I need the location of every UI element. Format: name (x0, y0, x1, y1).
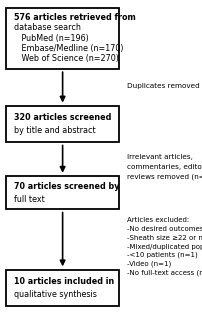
Text: -No full-text access (n=1): -No full-text access (n=1) (127, 269, 202, 276)
Text: -<10 patients (n=1): -<10 patients (n=1) (127, 252, 198, 258)
Text: Articles excluded:: Articles excluded: (127, 217, 189, 223)
Bar (6, 106, 119, 142)
Text: Embase/Medline (n=170): Embase/Medline (n=170) (14, 44, 124, 53)
Text: 320 articles screened: 320 articles screened (14, 113, 112, 122)
Text: reviews removed (n=250): reviews removed (n=250) (127, 173, 202, 180)
Text: PubMed (n=196): PubMed (n=196) (14, 34, 89, 43)
Text: -Mixed/duplicated population (n=4): -Mixed/duplicated population (n=4) (127, 243, 202, 250)
Text: -Video (n=1): -Video (n=1) (127, 261, 171, 267)
Bar (6, 270, 119, 306)
Text: qualitative synthesis: qualitative synthesis (14, 290, 97, 299)
Text: 10 articles included in: 10 articles included in (14, 277, 114, 286)
Bar (6, 176, 119, 209)
Text: database search: database search (14, 23, 81, 32)
Text: -No desired outcomes (n=30): -No desired outcomes (n=30) (127, 226, 202, 232)
Bar (6, 8, 119, 69)
Text: Duplicates removed (n=256): Duplicates removed (n=256) (127, 83, 202, 89)
Text: commentaries, editorials, and: commentaries, editorials, and (127, 164, 202, 170)
Text: -Sheath size ≥22 or not specified (n=23): -Sheath size ≥22 or not specified (n=23) (127, 234, 202, 241)
Text: full text: full text (14, 195, 45, 204)
Text: by title and abstract: by title and abstract (14, 126, 96, 135)
Text: Web of Science (n=270): Web of Science (n=270) (14, 54, 119, 63)
Text: 70 articles screened by: 70 articles screened by (14, 182, 120, 191)
Text: Irrelevant articles,: Irrelevant articles, (127, 154, 193, 160)
Text: 576 articles retrieved from: 576 articles retrieved from (14, 13, 136, 22)
